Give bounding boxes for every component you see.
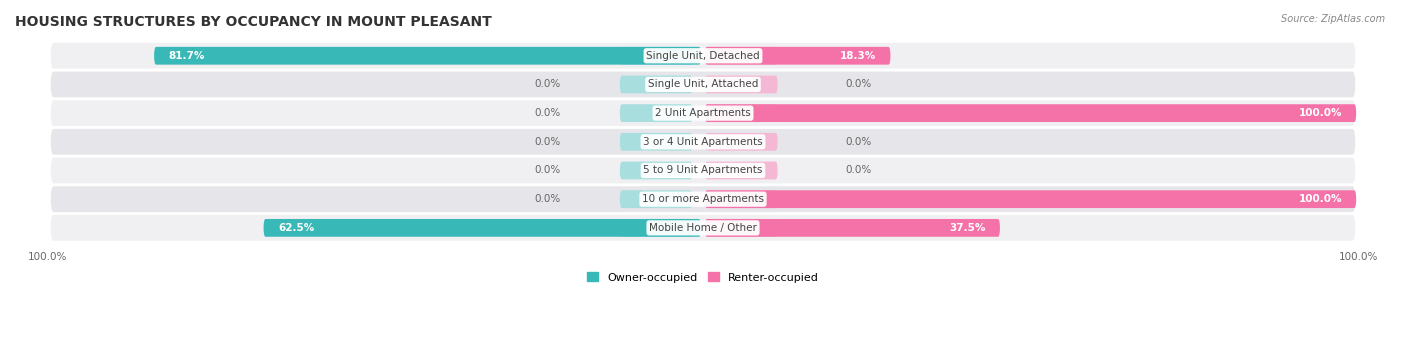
Text: 0.0%: 0.0% <box>534 79 560 89</box>
Text: 0.0%: 0.0% <box>846 137 872 147</box>
FancyBboxPatch shape <box>51 100 1355 126</box>
FancyBboxPatch shape <box>263 219 702 237</box>
FancyBboxPatch shape <box>620 76 692 93</box>
Text: Single Unit, Attached: Single Unit, Attached <box>648 79 758 89</box>
Text: 100.0%: 100.0% <box>1298 108 1341 118</box>
FancyBboxPatch shape <box>704 104 778 122</box>
FancyBboxPatch shape <box>51 215 1355 241</box>
Text: Mobile Home / Other: Mobile Home / Other <box>650 223 756 233</box>
FancyBboxPatch shape <box>155 47 702 65</box>
Legend: Owner-occupied, Renter-occupied: Owner-occupied, Renter-occupied <box>582 268 824 287</box>
Text: 0.0%: 0.0% <box>534 108 560 118</box>
FancyBboxPatch shape <box>704 219 1000 237</box>
FancyBboxPatch shape <box>704 162 778 179</box>
Text: 10 or more Apartments: 10 or more Apartments <box>643 194 763 204</box>
Text: 3 or 4 Unit Apartments: 3 or 4 Unit Apartments <box>643 137 763 147</box>
Text: Single Unit, Detached: Single Unit, Detached <box>647 51 759 61</box>
Text: 5 to 9 Unit Apartments: 5 to 9 Unit Apartments <box>644 165 762 176</box>
FancyBboxPatch shape <box>704 47 778 65</box>
FancyBboxPatch shape <box>704 47 890 65</box>
Text: 62.5%: 62.5% <box>278 223 314 233</box>
FancyBboxPatch shape <box>620 190 692 208</box>
Text: HOUSING STRUCTURES BY OCCUPANCY IN MOUNT PLEASANT: HOUSING STRUCTURES BY OCCUPANCY IN MOUNT… <box>15 15 492 29</box>
Text: Source: ZipAtlas.com: Source: ZipAtlas.com <box>1281 14 1385 24</box>
Text: 0.0%: 0.0% <box>534 165 560 176</box>
Text: 37.5%: 37.5% <box>949 223 986 233</box>
FancyBboxPatch shape <box>620 162 692 179</box>
FancyBboxPatch shape <box>51 186 1355 212</box>
FancyBboxPatch shape <box>620 47 692 65</box>
FancyBboxPatch shape <box>620 104 692 122</box>
FancyBboxPatch shape <box>704 190 1357 208</box>
Text: 18.3%: 18.3% <box>839 51 876 61</box>
FancyBboxPatch shape <box>620 133 692 151</box>
FancyBboxPatch shape <box>51 129 1355 155</box>
FancyBboxPatch shape <box>51 43 1355 69</box>
FancyBboxPatch shape <box>704 133 778 151</box>
FancyBboxPatch shape <box>51 158 1355 183</box>
FancyBboxPatch shape <box>620 219 692 237</box>
Text: 0.0%: 0.0% <box>846 165 872 176</box>
Text: 2 Unit Apartments: 2 Unit Apartments <box>655 108 751 118</box>
FancyBboxPatch shape <box>704 219 778 237</box>
FancyBboxPatch shape <box>704 76 778 93</box>
Text: 0.0%: 0.0% <box>534 137 560 147</box>
Text: 81.7%: 81.7% <box>169 51 205 61</box>
FancyBboxPatch shape <box>704 190 778 208</box>
FancyBboxPatch shape <box>51 72 1355 97</box>
FancyBboxPatch shape <box>704 104 1357 122</box>
Text: 100.0%: 100.0% <box>1298 194 1341 204</box>
Text: 0.0%: 0.0% <box>846 79 872 89</box>
Text: 0.0%: 0.0% <box>534 194 560 204</box>
